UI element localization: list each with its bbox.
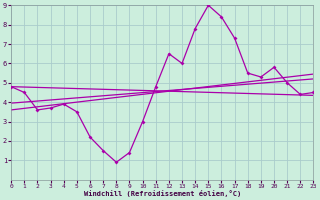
X-axis label: Windchill (Refroidissement éolien,°C): Windchill (Refroidissement éolien,°C): [84, 190, 241, 197]
